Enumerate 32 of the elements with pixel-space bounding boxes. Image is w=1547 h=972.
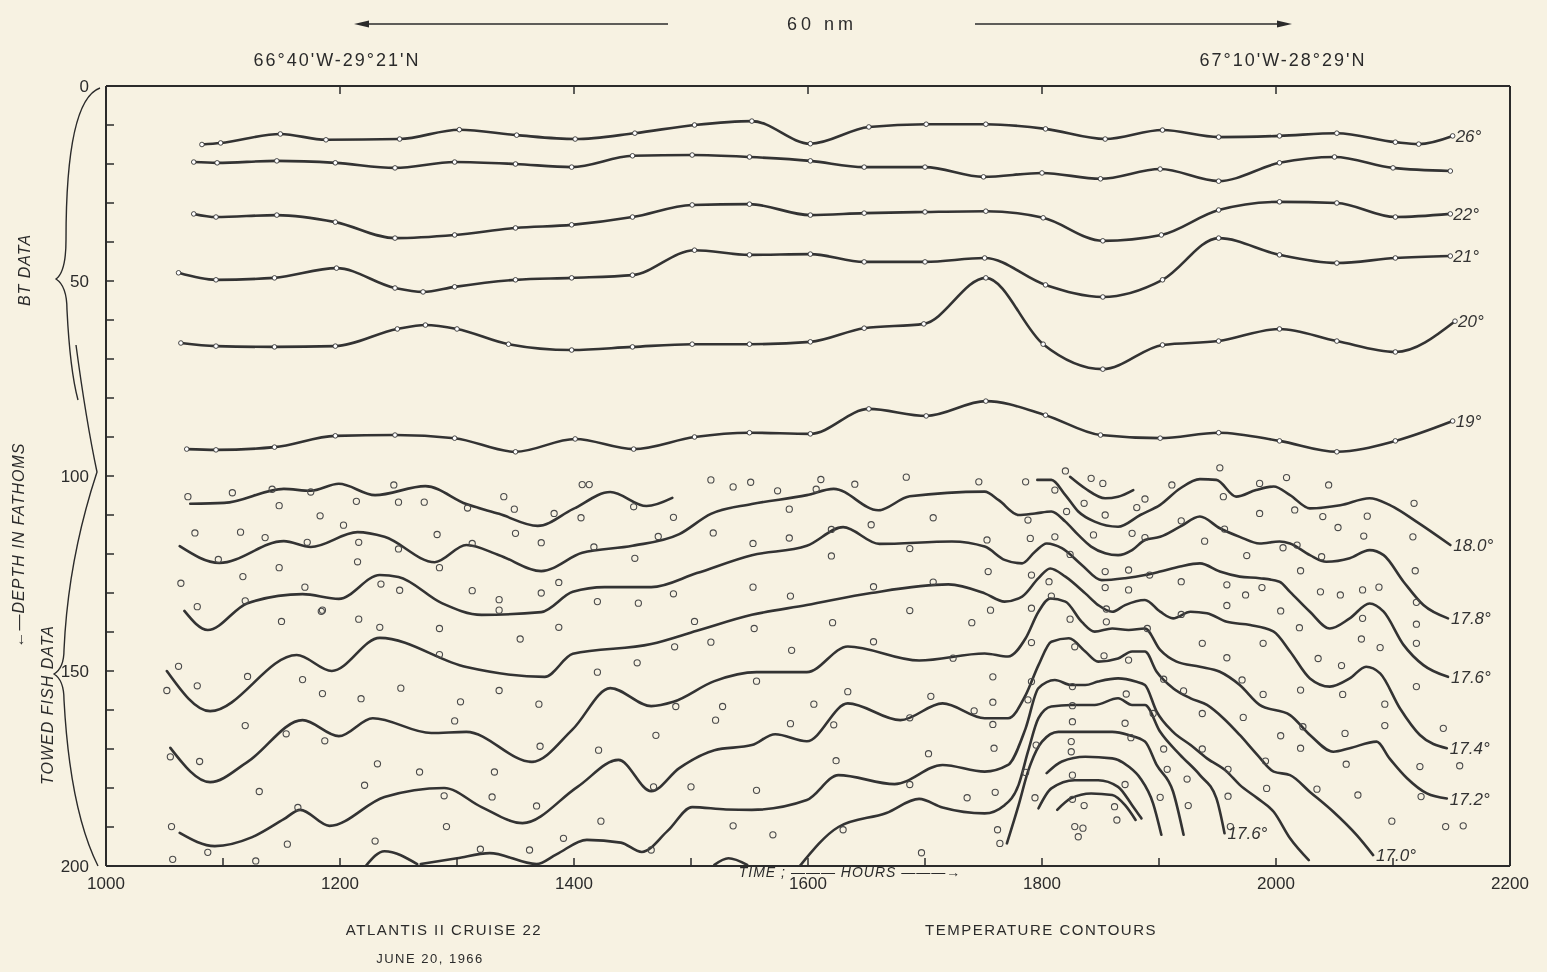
series-label: 17.2° — [1449, 789, 1490, 809]
series-label: 26° — [1454, 126, 1482, 146]
y-tick-label: 150 — [60, 662, 89, 682]
text: 67°10'W-28°29'N — [1199, 50, 1367, 70]
x-tick-label: 1200 — [321, 874, 359, 894]
text: TOWED FISH DATA — [38, 625, 56, 785]
x-tick-label: 2200 — [1491, 874, 1529, 894]
text: JUNE 20, 1966 — [376, 950, 484, 966]
series-label: 18.0° — [1453, 535, 1494, 555]
text: ATLANTIS II CRUISE 22 — [345, 920, 543, 938]
series-label: 17.4° — [1449, 738, 1490, 758]
series-label: 20° — [1457, 311, 1484, 331]
y-tick-label: 0 — [79, 77, 89, 97]
series-label: 17.6° — [1450, 667, 1492, 687]
y-axis-title: ←—DEPTH IN FATHOMS — [9, 442, 27, 648]
series-label: 17.0° — [1376, 845, 1417, 865]
series-label: 17.8° — [1450, 608, 1492, 628]
x-tick-label: 1800 — [1023, 874, 1061, 894]
series-label: 22° — [1452, 204, 1480, 224]
y-tick-label: 100 — [60, 467, 89, 487]
y-tick-label: 50 — [70, 272, 89, 292]
text: 66°40'W-29°21'N — [253, 50, 421, 70]
x-tick-label: 1400 — [555, 874, 593, 894]
text: TEMPERATURE CONTOURS — [925, 920, 1157, 938]
text: BT DATA — [15, 233, 33, 307]
x-tick-label: 2000 — [1257, 874, 1295, 894]
series-label: 21° — [1452, 246, 1480, 266]
y-tick-label: 200 — [60, 857, 89, 877]
text: 60 nm — [786, 14, 858, 34]
series-label: 17.6° — [1227, 823, 1268, 843]
x-tick-label: 1000 — [87, 874, 125, 894]
series-label: 19° — [1455, 411, 1482, 431]
